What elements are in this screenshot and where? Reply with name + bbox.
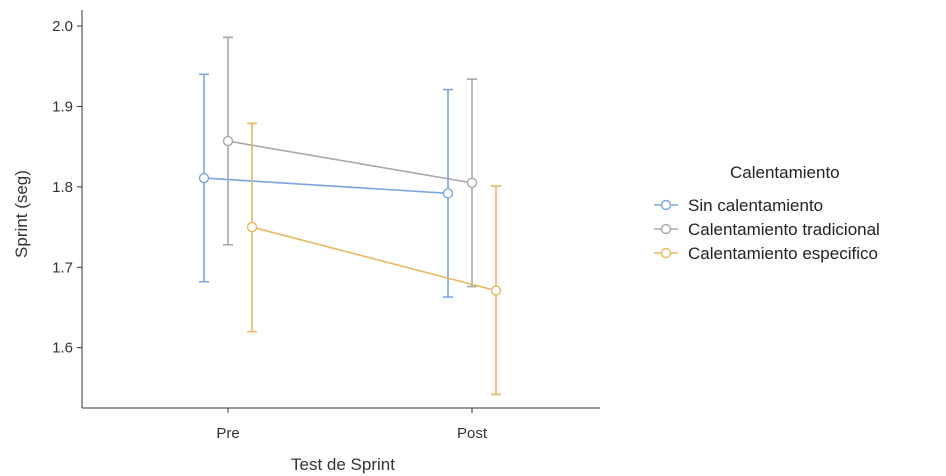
y-tick-label: 2.0 <box>52 18 73 35</box>
series-line <box>251 226 497 292</box>
legend-key-point <box>660 223 672 235</box>
legend-title: Calentamiento <box>730 163 840 182</box>
legend: Calentamiento Sin calentamiento Calentami… <box>654 163 880 263</box>
legend-item: Calentamiento tradicional <box>654 220 880 239</box>
x-axis-title: Test de Sprint <box>291 455 395 474</box>
data-point <box>222 135 234 147</box>
legend-label: Sin calentamiento <box>688 196 823 215</box>
y-tick-label: 1.7 <box>52 259 73 276</box>
data-point <box>442 188 454 199</box>
x-tick-label: Post <box>457 425 488 442</box>
series-1 <box>198 73 454 298</box>
y-tick-label: 1.8 <box>52 179 73 196</box>
legend-key-point <box>660 247 672 259</box>
y-axis-title: Sprint (seg) <box>12 170 31 258</box>
data-point <box>198 172 210 184</box>
series-line <box>203 177 449 195</box>
legend-item: Calentamiento especifico <box>654 244 878 263</box>
legend-key-point <box>660 199 672 211</box>
series-3 <box>246 122 502 396</box>
x-tick-label: Pre <box>216 425 239 442</box>
data-point <box>490 285 502 296</box>
legend-item: Sin calentamiento <box>654 196 823 215</box>
axes <box>81 10 600 409</box>
y-tick-label: 1.9 <box>52 98 73 115</box>
y-tick-label: 1.6 <box>52 340 73 357</box>
series-2 <box>222 36 478 288</box>
legend-label: Calentamiento tradicional <box>688 220 880 239</box>
data-point <box>466 177 478 189</box>
x-ticks: Pre Post <box>216 408 488 442</box>
series-line <box>227 140 473 184</box>
data-point <box>246 221 258 233</box>
plot-area <box>198 36 502 396</box>
y-ticks: 1.6 1.7 1.8 1.9 2.0 <box>52 18 82 357</box>
legend-label: Calentamiento especifico <box>688 244 878 263</box>
